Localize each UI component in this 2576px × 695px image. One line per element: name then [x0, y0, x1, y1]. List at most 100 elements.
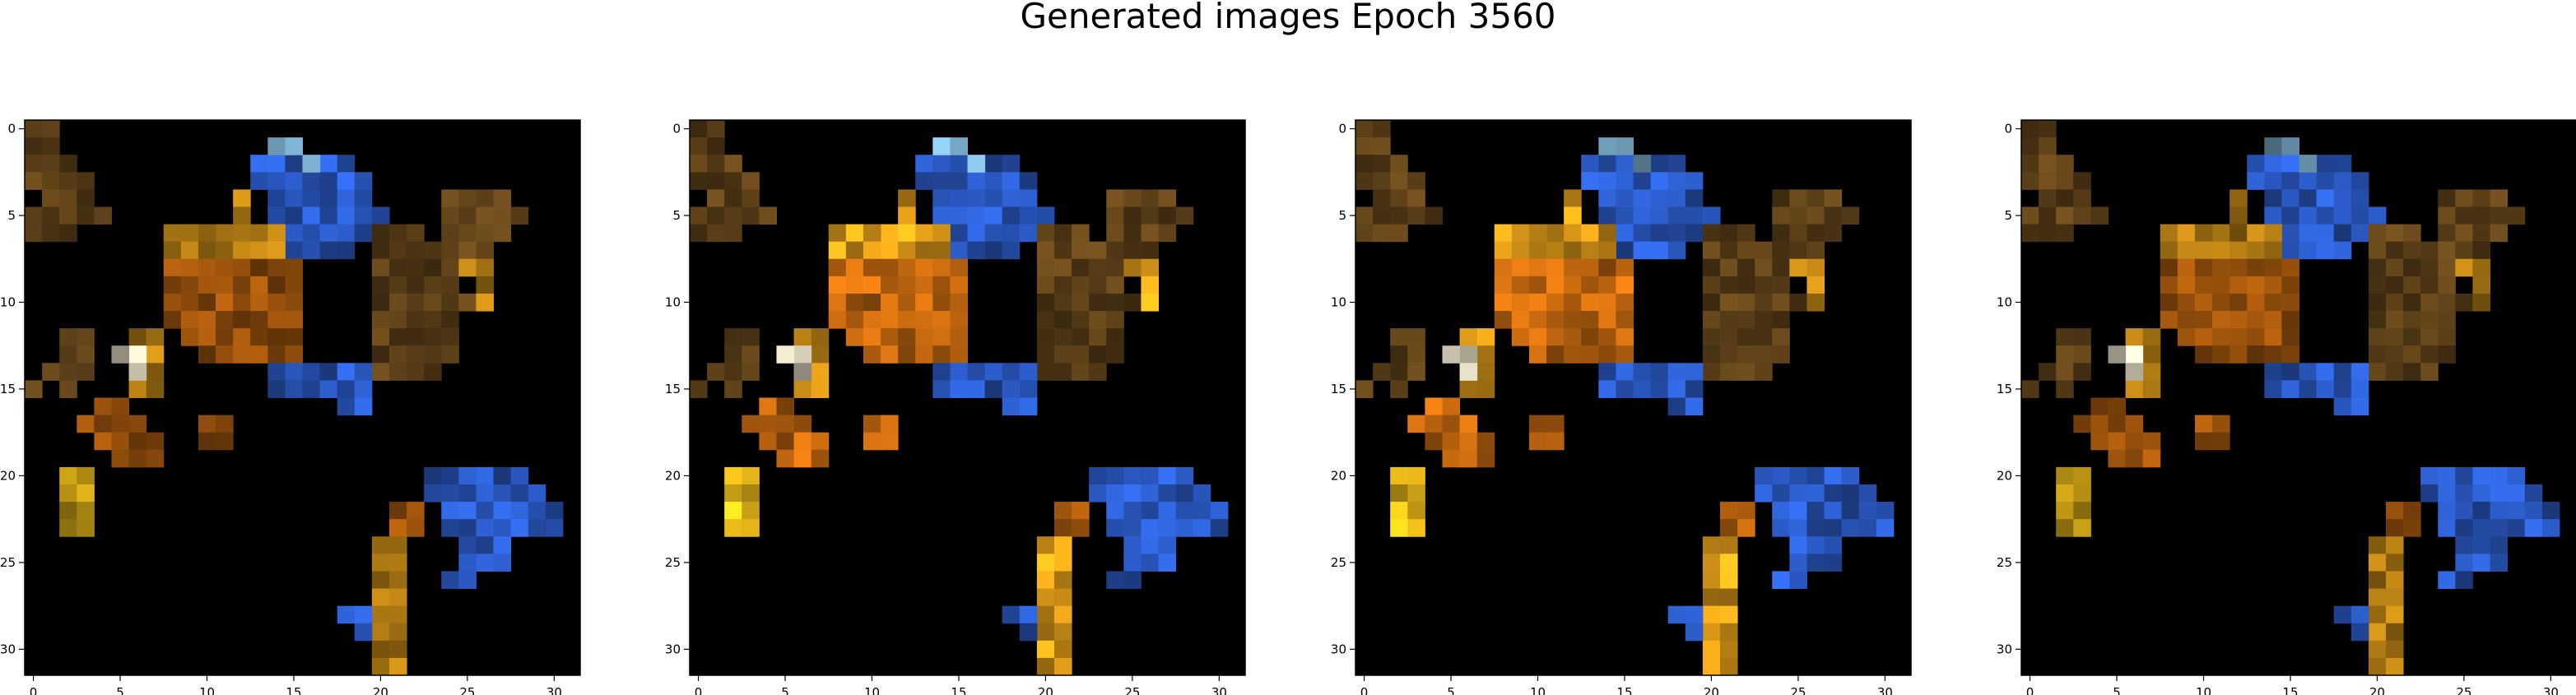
image-pixel [198, 224, 216, 243]
image-pixel [337, 605, 356, 624]
image-pixel [2438, 293, 2456, 312]
image-pixel [1072, 345, 1090, 364]
image-pixel [2247, 172, 2265, 190]
image-pixel [198, 293, 216, 312]
image-pixel [1036, 588, 1055, 607]
image-pixel [476, 554, 495, 572]
image-pixel [371, 258, 390, 277]
image-pixel [407, 363, 425, 381]
image-pixel [724, 155, 742, 173]
image-pixel [1685, 206, 1704, 225]
image-pixel [458, 466, 477, 485]
image-pixel [984, 206, 1003, 225]
image-pixel [1089, 484, 1107, 503]
image-pixel [250, 241, 268, 260]
image-pixel [863, 258, 881, 277]
generated-image-1: 0 5 10 15 20 25 30 0 5 10 15 20 25 30 [0, 119, 581, 695]
image-pixel [1581, 155, 1599, 173]
image-pixel [2316, 155, 2335, 173]
image-pixel [1053, 276, 1072, 294]
image-pixel [476, 502, 495, 520]
image-pixel [2056, 189, 2074, 207]
image-pixel [388, 605, 407, 624]
image-pixel [2507, 519, 2526, 537]
image-pixel [2264, 345, 2282, 364]
image-pixel [545, 519, 564, 537]
image-pixel [1702, 363, 1721, 381]
image-pixel [2299, 363, 2318, 381]
image-pixel [1737, 502, 1755, 520]
image-pixel [1667, 363, 1686, 381]
image-pixel [811, 363, 830, 381]
image-pixel [2333, 605, 2352, 624]
image-pixel [1650, 206, 1669, 225]
image-pixel [267, 380, 286, 398]
image-pixel [1459, 449, 1478, 468]
image-pixel [2524, 502, 2543, 520]
image-pixel [690, 155, 708, 173]
image-pixel [371, 224, 390, 243]
image-pixel [690, 120, 708, 138]
image-pixel [1772, 328, 1790, 346]
image-pixel [2316, 241, 2335, 260]
image-pixel [950, 311, 968, 329]
image-pixel [146, 449, 165, 468]
image-pixel [1425, 432, 1443, 451]
image-pixel [863, 241, 881, 260]
image-pixel [2230, 189, 2248, 207]
image-pixel [25, 172, 43, 190]
image-pixel [793, 328, 812, 346]
image-pixel [528, 502, 546, 520]
image-pixel [2281, 311, 2299, 329]
image-pixel [2368, 623, 2387, 642]
image-pixel [2247, 155, 2265, 173]
image-pixel [2350, 380, 2369, 398]
image-pixel [724, 380, 742, 398]
image-pixel [198, 415, 216, 433]
image-pixel [1546, 415, 1565, 433]
image-pixel [1616, 345, 1634, 364]
image-pixel [793, 449, 812, 468]
image-pixel [2403, 224, 2421, 243]
image-pixel [984, 189, 1003, 207]
image-pixel [1737, 328, 1755, 346]
image-pixel [1633, 155, 1652, 173]
image-pixel [2230, 224, 2248, 243]
image-pixel [319, 224, 338, 243]
image-pixel [111, 345, 130, 364]
image-pixel [1494, 258, 1513, 277]
image-pixel [2368, 293, 2387, 312]
image-pixel [1002, 224, 1021, 243]
image-pixel [458, 258, 477, 277]
image-pixel [2108, 345, 2127, 364]
image-pixel [863, 432, 881, 451]
image-pixel [2212, 258, 2230, 277]
image-pixel [458, 224, 477, 243]
image-pixel [545, 502, 564, 520]
image-pixel [1373, 155, 1391, 173]
image-pixel [1476, 449, 1495, 468]
image-pixel [1511, 276, 1530, 294]
image-pixel [1719, 640, 1738, 659]
image-pixel [1123, 502, 1142, 520]
image-pixel [233, 241, 251, 260]
image-pixel [302, 380, 321, 398]
image-pixel [2281, 258, 2299, 277]
image-pixel [2194, 276, 2213, 294]
image-pixel [2021, 137, 2039, 155]
axes-frame [1355, 119, 1912, 676]
image-pixel [388, 536, 407, 554]
image-pixel [1459, 380, 1478, 398]
image-pixel [2438, 502, 2456, 520]
x-tick-label: 10 [864, 685, 880, 695]
image-pixel [2420, 241, 2439, 260]
image-pixel [2142, 449, 2161, 468]
image-pixel [1772, 276, 1790, 294]
image-pixel [1123, 484, 1142, 503]
image-pixel [2125, 328, 2144, 346]
image-pixel [371, 345, 390, 364]
image-pixel [1193, 502, 1211, 520]
image-pixel [2125, 449, 2144, 468]
image-pixel [932, 328, 951, 346]
image-pixel [950, 241, 968, 260]
